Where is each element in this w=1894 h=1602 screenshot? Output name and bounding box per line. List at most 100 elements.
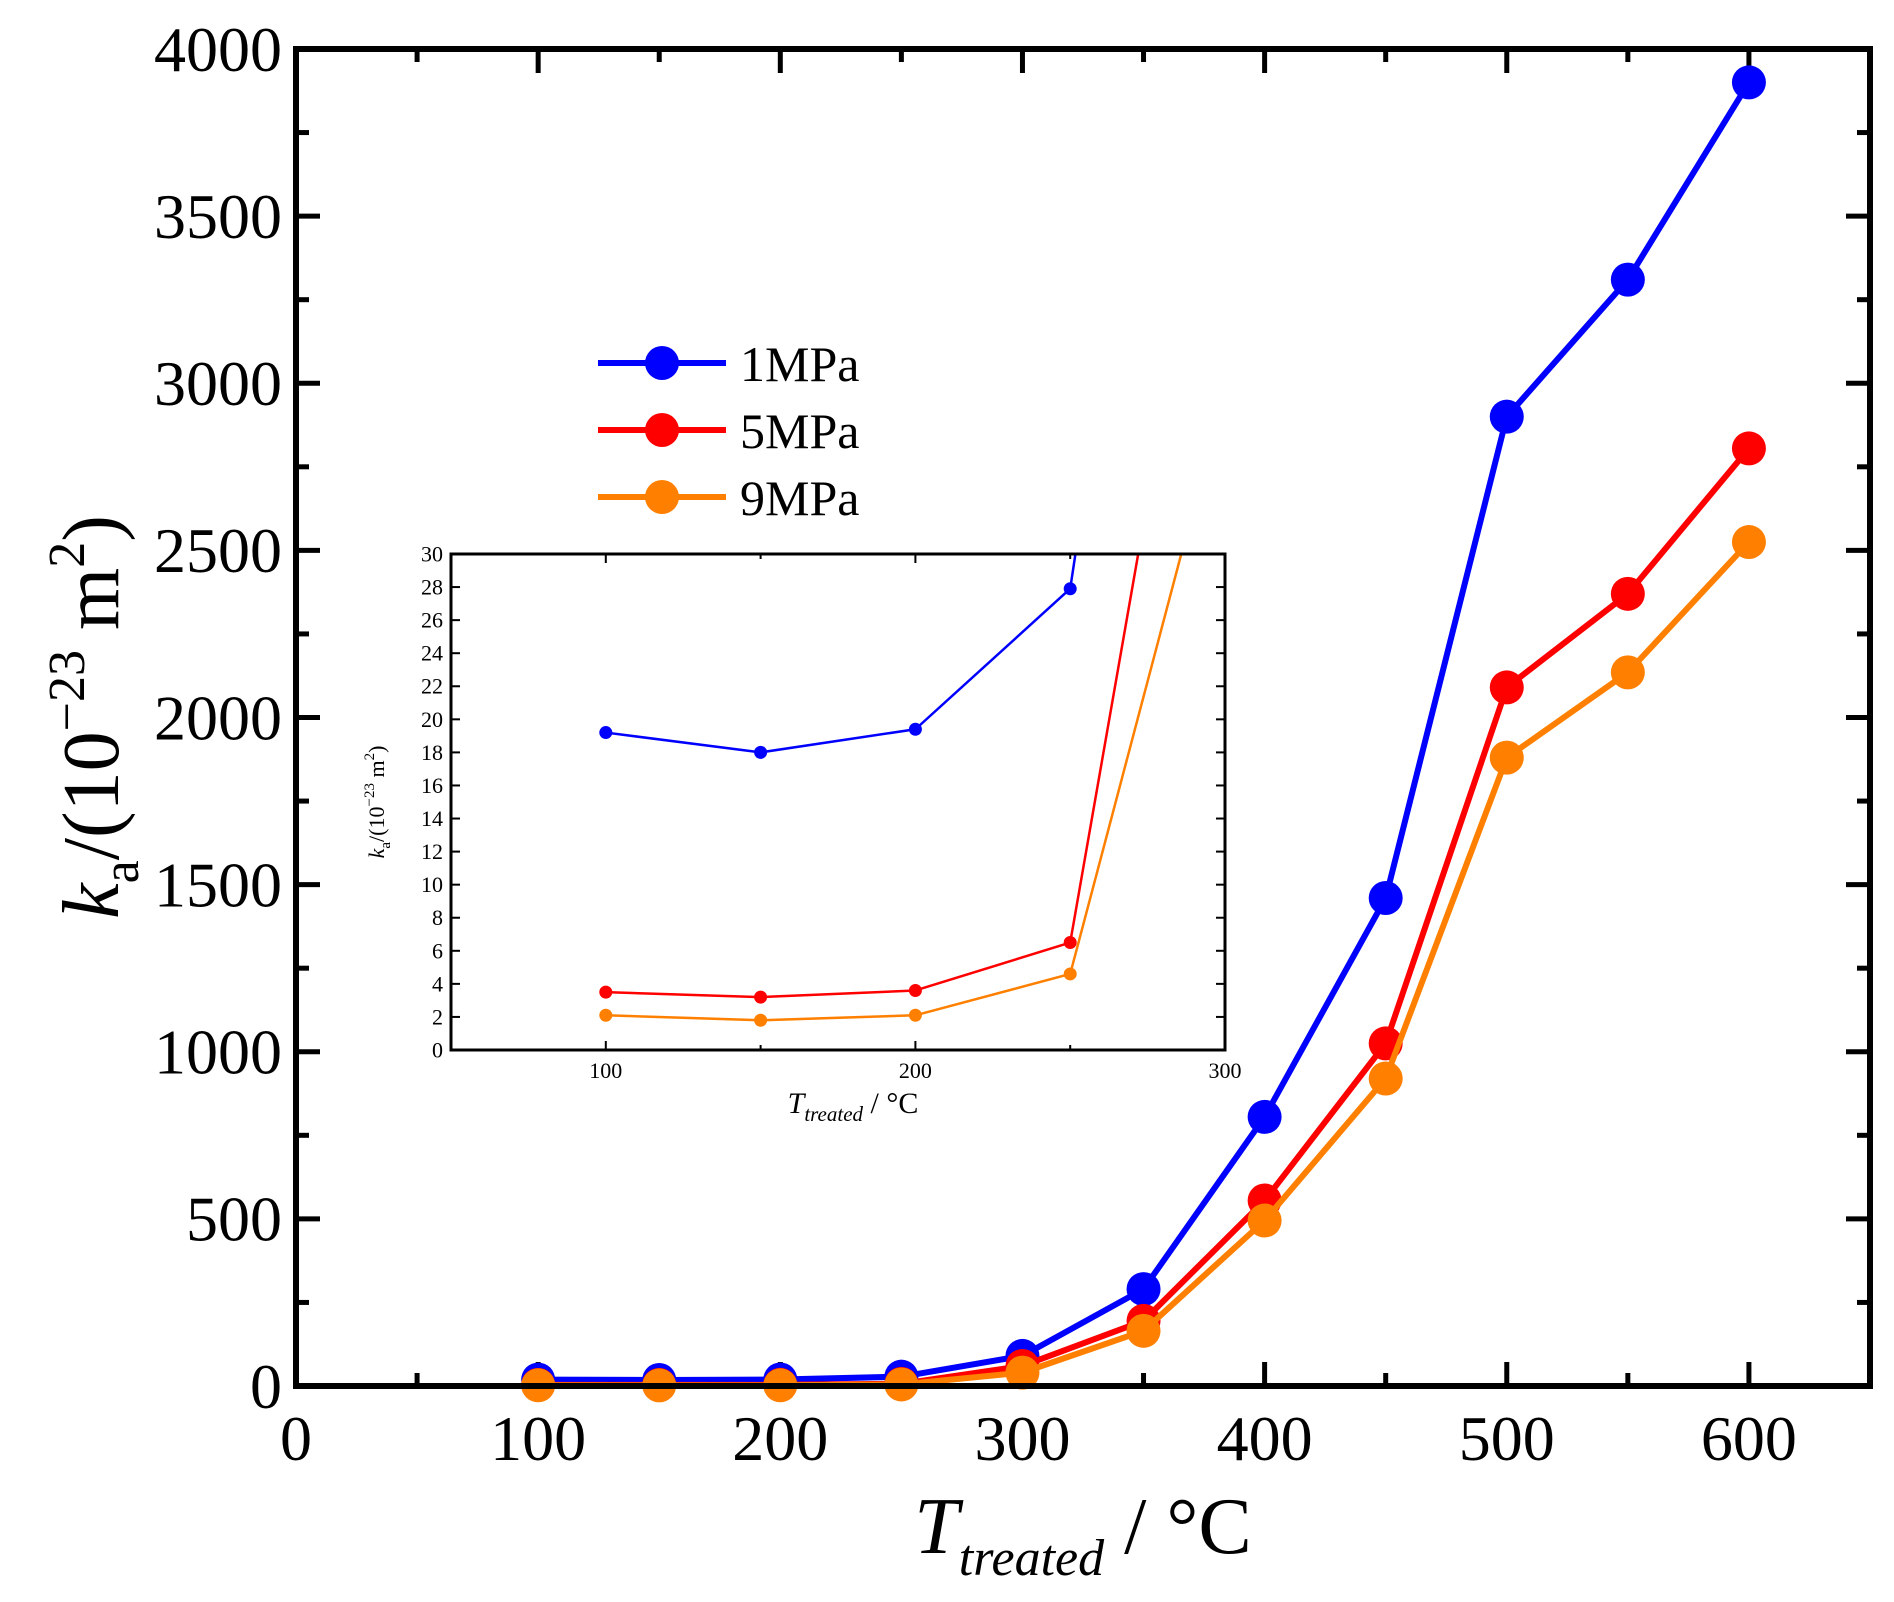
inset-y-tick-label-14: 14 (421, 806, 443, 831)
inset-y-tick-label-30: 30 (421, 541, 443, 566)
inset-series-9mpa (599, 554, 1183, 1027)
inset-y-axis-title: ka/(10−23 m2) (362, 746, 394, 859)
inset-y-tick-label-26: 26 (421, 608, 443, 633)
inset-y-title-close: ) (364, 746, 389, 753)
main-point-9mpa-400 (1247, 1203, 1282, 1238)
legend-marker-1mpa (645, 346, 679, 380)
main-x-tick-label-500: 500 (1459, 1403, 1555, 1474)
inset-point-5mpa-150 (754, 990, 768, 1004)
inset-point-9mpa-250 (1063, 967, 1077, 981)
inset-x-title-main: T (788, 1087, 807, 1120)
main-y-tick-label-2500: 2500 (154, 515, 282, 586)
main-y-title-main: k (48, 882, 136, 919)
inset-y-tick-label-10: 10 (421, 872, 443, 897)
main-point-5mpa-600 (1731, 431, 1766, 466)
main-plot: 0 100 200 300 400 500 600 05001000150020002500… (39, 14, 1873, 1587)
inset-point-1mpa-100 (599, 726, 613, 740)
inset-y-tick-label-8: 8 (432, 905, 443, 930)
inset-y-tick-label-24: 24 (421, 641, 443, 666)
inset-y-tick-label-20: 20 (421, 707, 443, 732)
inset-y-tick-label-12: 12 (421, 839, 443, 864)
main-y-title-exp: −23 (39, 650, 96, 731)
inset-x-tick-labels: 100 200 300 (589, 1058, 1241, 1083)
inset-line-1mpa (605, 554, 1077, 754)
inset-x-tick-label-200: 200 (899, 1058, 932, 1083)
main-point-9mpa-350 (1126, 1313, 1161, 1348)
main-x-tick-label-200: 200 (732, 1403, 828, 1474)
inset-point-9mpa-100 (599, 1008, 613, 1022)
main-point-9mpa-550 (1610, 655, 1645, 690)
main-point-5mpa-550 (1610, 576, 1645, 611)
main-x-axis-title: Ttreated / °C (914, 1483, 1251, 1587)
main-y-title-close: ) (48, 515, 136, 542)
inset-x-axis-title: Ttreated / °C (788, 1087, 919, 1126)
main-point-1mpa-450 (1368, 880, 1403, 915)
main-y-tick-label-1000: 1000 (154, 1017, 282, 1088)
main-y-tick-label-0: 0 (250, 1351, 282, 1422)
inset-point-9mpa-200 (908, 1008, 922, 1022)
inset-y-tick-label-4: 4 (432, 971, 443, 996)
main-y-title-unit-exp: 2 (39, 542, 96, 568)
main-x-title-sub: treated (959, 1530, 1105, 1587)
main-y-title-rest: /(10 (48, 731, 136, 860)
main-y-tick-label-2000: 2000 (154, 682, 282, 753)
inset-point-5mpa-200 (908, 983, 922, 997)
inset-y-tick-label-18: 18 (421, 740, 443, 765)
inset-y-title-exp: −23 (362, 783, 378, 806)
main-series-1mpa (521, 65, 1766, 1397)
main-x-tick-label-100: 100 (490, 1403, 586, 1474)
main-x-tick-label-0: 0 (280, 1403, 312, 1474)
main-x-title-main: T (914, 1483, 964, 1571)
main-y-tick-labels: 0 500 1000 1500 2000 2500 3000 3500 4000 (154, 14, 282, 1422)
inset-point-5mpa-250 (1063, 936, 1077, 950)
inset-y-tick-label-0: 0 (432, 1037, 443, 1062)
inset-x-title-unit: / °C (863, 1087, 918, 1120)
inset-y-title-rest: /(10 (364, 807, 389, 842)
inset-series-5mpa (599, 554, 1140, 1004)
inset-y-title-sub: a (378, 842, 394, 849)
main-point-9mpa-450 (1368, 1061, 1403, 1096)
inset-background (451, 554, 1225, 1050)
legend: 1MPa 5MPa 9MPa (598, 336, 859, 526)
main-y-axis-title: ka/(10−23 m2) (39, 515, 150, 919)
legend-label-9mpa: 9MPa (740, 470, 859, 526)
main-point-5mpa-500 (1489, 670, 1524, 705)
inset-y-title-unit: m (364, 760, 389, 783)
legend-label-1mpa: 1MPa (740, 336, 859, 392)
main-point-1mpa-500 (1489, 399, 1524, 434)
main-y-tick-label-500: 500 (186, 1184, 282, 1255)
main-x-tick-label-400: 400 (1217, 1403, 1313, 1474)
inset-y-title-main: k (364, 847, 389, 858)
main-plot-frame (293, 46, 1873, 1389)
inset-y-title-unit-exp: 2 (362, 753, 378, 761)
inset-x-tick-label-100: 100 (589, 1058, 622, 1083)
inset-point-1mpa-250 (1063, 582, 1077, 596)
legend-marker-9mpa (645, 480, 679, 514)
main-y-title-sub: a (93, 860, 150, 883)
inset-y-tick-label-16: 16 (421, 773, 443, 798)
main-point-1mpa-400 (1247, 1099, 1282, 1134)
main-x-tick-label-300: 300 (974, 1403, 1070, 1474)
main-point-9mpa-600 (1731, 525, 1766, 560)
inset-line-5mpa (605, 554, 1140, 999)
main-series-group (521, 65, 1766, 1403)
legend-label-5mpa: 5MPa (740, 403, 859, 459)
legend-marker-5mpa (645, 413, 679, 447)
inset-series-group (599, 554, 1183, 1027)
main-x-tick-labels: 0 100 200 300 400 500 600 (280, 1403, 1797, 1474)
inset-line-9mpa (605, 554, 1183, 1022)
inset-y-tick-label-22: 22 (421, 674, 443, 699)
inset-y-tick-label-2: 2 (432, 1004, 443, 1029)
inset-plot-frame (449, 552, 1227, 1052)
inset-point-1mpa-200 (908, 722, 922, 736)
inset-point-5mpa-100 (599, 985, 613, 999)
main-x-tick-label-600: 600 (1701, 1403, 1797, 1474)
main-y-tick-label-3500: 3500 (154, 181, 282, 252)
main-point-9mpa-500 (1489, 740, 1524, 775)
main-point-9mpa-300 (1005, 1355, 1040, 1390)
inset-y-tick-label-28: 28 (421, 575, 443, 600)
inset-x-tick-label-300: 300 (1209, 1058, 1242, 1083)
